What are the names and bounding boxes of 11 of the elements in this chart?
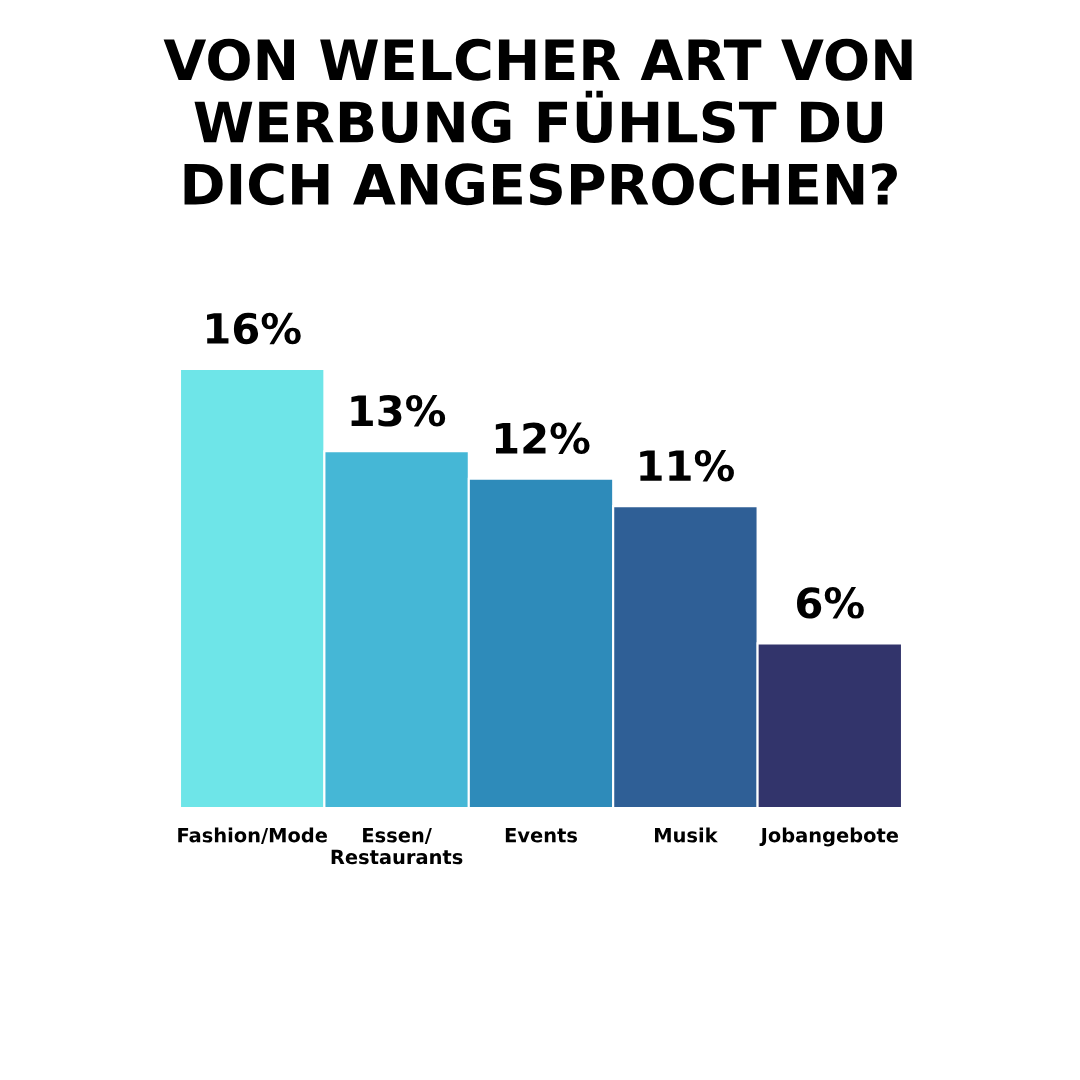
x-tick-label: Jobangebote [759, 827, 899, 847]
x-tick-label: Essen/ Restaurants [331, 828, 463, 865]
x-tick-label: Fashion/Mode [178, 827, 327, 845]
chart-title: VON WELCHER ART VON WERBUNG FÜHLST DU DICH ANGESPROCHEN? [163, 38, 912, 206]
data-label: 16% [207, 312, 301, 345]
x-tick-label: Events [505, 828, 578, 843]
data-label: 11% [640, 449, 734, 482]
x-tick-label: Musik [655, 827, 718, 843]
data-label: 13% [351, 395, 446, 427]
data-label: 12% [495, 422, 590, 454]
data-label: 6% [797, 587, 864, 619]
